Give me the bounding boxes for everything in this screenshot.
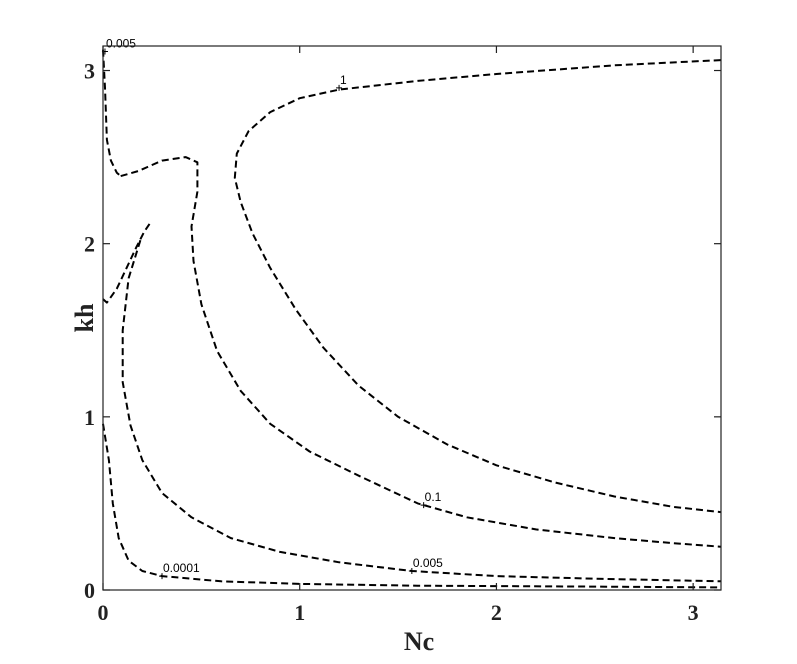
axis-ticks [102, 46, 721, 591]
y-tick-label-0: 0 [84, 578, 95, 603]
contour-line-0-0 [233, 59, 721, 514]
contour-line-1-0 [120, 156, 721, 548]
axis-tick-labels: 0 1 2 3 0 1 2 3 [84, 59, 699, 625]
x-tick-label-3: 3 [688, 600, 699, 625]
y-tick-label-2: 2 [84, 232, 95, 257]
contour-label-3: 0.0001 [163, 561, 200, 575]
plot-area-background [103, 46, 721, 590]
contour-label-2: 0.005 [413, 556, 443, 570]
contour-lines [102, 49, 721, 589]
x-axis-title: Nc [404, 627, 434, 656]
contour-line-4-0 [102, 49, 122, 177]
contour-label-marker-0 [336, 84, 343, 91]
x-tick-label-1: 1 [294, 600, 305, 625]
x-tick-label-0: 0 [98, 600, 109, 625]
contour-label-marker-3 [159, 573, 166, 580]
contour-label-1: 0.1 [425, 490, 442, 504]
y-tick-label-1: 1 [84, 405, 95, 430]
y-axis-title: kh [70, 303, 99, 332]
plot-frame [102, 45, 722, 591]
x-tick-label-2: 2 [491, 600, 502, 625]
contour-label-marker-2 [408, 567, 415, 574]
contour-line-3-0 [102, 423, 721, 589]
contour-label-4: 0.005 [106, 36, 136, 50]
contour-label-marker-1 [420, 502, 427, 509]
contour-line-2-1 [121, 239, 721, 583]
contour-line-2-0 [102, 222, 152, 304]
y-tick-label-3: 3 [84, 59, 95, 84]
contour-label-0: 1 [340, 73, 347, 87]
contour-labels: 1 0.1 0.005 0.0001 0.005 [101, 36, 443, 580]
